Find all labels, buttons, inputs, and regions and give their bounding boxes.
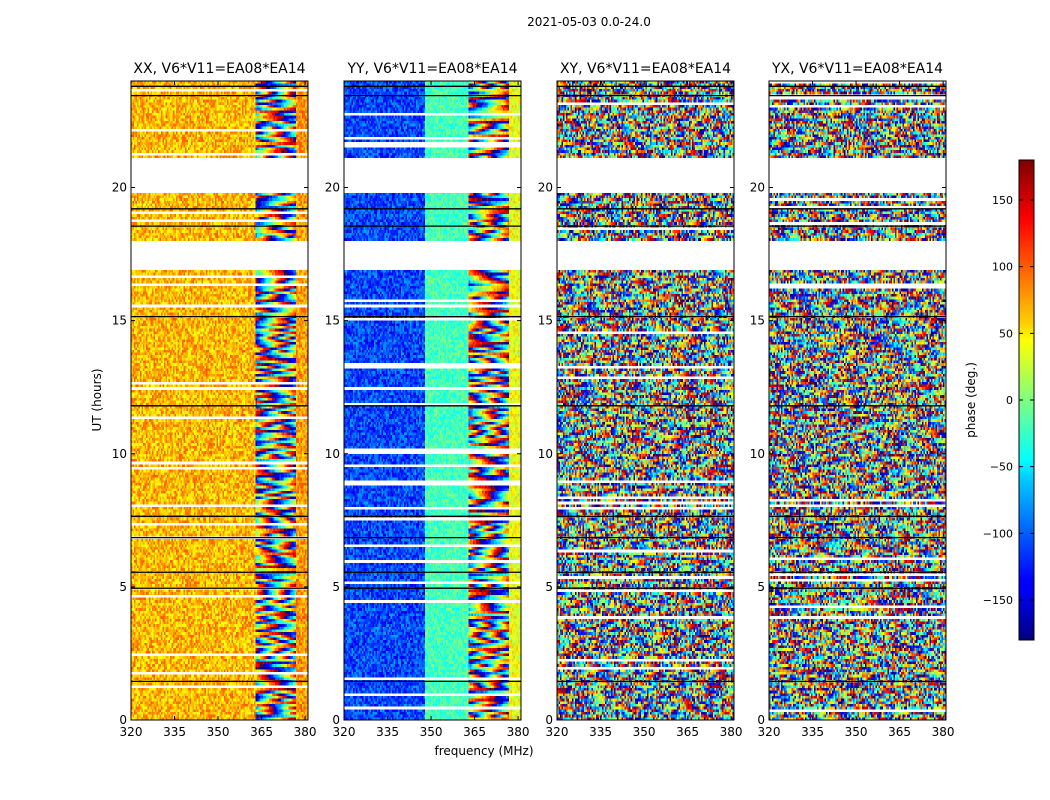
y-tick-label: 10 [538,447,553,461]
y-axis-label: UT (hours) [90,368,104,431]
colorbar-tick-label: −150 [983,594,1013,607]
y-tick-label: 10 [750,447,765,461]
colorbar-tick-label: 50 [999,327,1013,340]
x-tick-label: 320 [546,725,569,739]
colorbar-tick-label: 150 [992,194,1013,207]
panel-title: YY, V6*V11=EA08*EA14 [346,61,517,77]
y-tick-label: 15 [538,314,553,328]
y-tick-label: 0 [545,713,553,727]
y-tick-label: 20 [750,181,765,195]
panel-frame [343,80,522,721]
y-tick-label: 20 [538,181,553,195]
y-tick-label: 0 [332,713,340,727]
y-tick-label: 10 [112,447,127,461]
x-tick-label: 350 [633,725,656,739]
panel-title: YX, V6*V11=EA08*EA14 [771,61,943,77]
y-tick-label: 15 [112,314,127,328]
colorbar-tick-label: −100 [983,527,1013,540]
y-tick-label: 0 [119,713,127,727]
colorbar-tick-label: −50 [990,461,1013,474]
heatmap-image-yx [769,81,946,720]
x-tick-label: 320 [120,725,143,739]
heatmap-image-xx [131,81,308,720]
panel-frame [556,80,735,721]
y-tick-label: 5 [757,580,765,594]
x-tick-label: 320 [758,725,781,739]
x-tick-label: 365 [888,725,911,739]
panel-title: XX, V6*V11=EA08*EA14 [133,61,305,77]
x-tick-label: 380 [720,725,743,739]
x-axis-label: frequency (MHz) [434,744,533,758]
colorbar-tick-label: 0 [1006,394,1013,407]
x-tick-label: 350 [845,725,868,739]
x-tick-label: 365 [463,725,486,739]
panel-frame [130,80,309,721]
x-tick-label: 380 [932,725,955,739]
figure-suptitle: 2021-05-03 0.0-24.0 [527,15,651,29]
heatmap-image-yy [344,81,521,720]
y-tick-label: 5 [332,580,340,594]
y-tick-label: 10 [325,447,340,461]
panels-group: XX, V6*V11=EA08*EA14 320 335 350 365 380 0 5 10 1… [112,61,955,739]
x-tick-label: 365 [250,725,273,739]
y-tick-label: 15 [750,314,765,328]
colorbar-tick-label: 100 [992,261,1013,274]
y-tick-label: 5 [119,580,127,594]
x-tick-label: 320 [333,725,356,739]
y-tick-label: 5 [545,580,553,594]
y-tick-label: 20 [112,181,127,195]
x-tick-label: 335 [801,725,824,739]
y-tick-label: 20 [325,181,340,195]
y-tick-label: 15 [325,314,340,328]
colorbar: phase (deg.) −150 −100 −50 0 50 100 150 [964,159,1035,641]
x-tick-label: 380 [507,725,530,739]
x-tick-label: 335 [376,725,399,739]
heatmap-image-xy [557,81,734,720]
x-tick-label: 335 [589,725,612,739]
panel-title: XY, V6*V11=EA08*EA14 [560,61,731,77]
x-tick-label: 335 [163,725,186,739]
y-tick-label: 0 [757,713,765,727]
x-tick-label: 365 [676,725,699,739]
panel-frame [768,80,947,721]
x-tick-label: 350 [420,725,443,739]
x-tick-label: 380 [294,725,317,739]
colorbar-label: phase (deg.) [964,362,978,438]
x-tick-label: 350 [207,725,230,739]
